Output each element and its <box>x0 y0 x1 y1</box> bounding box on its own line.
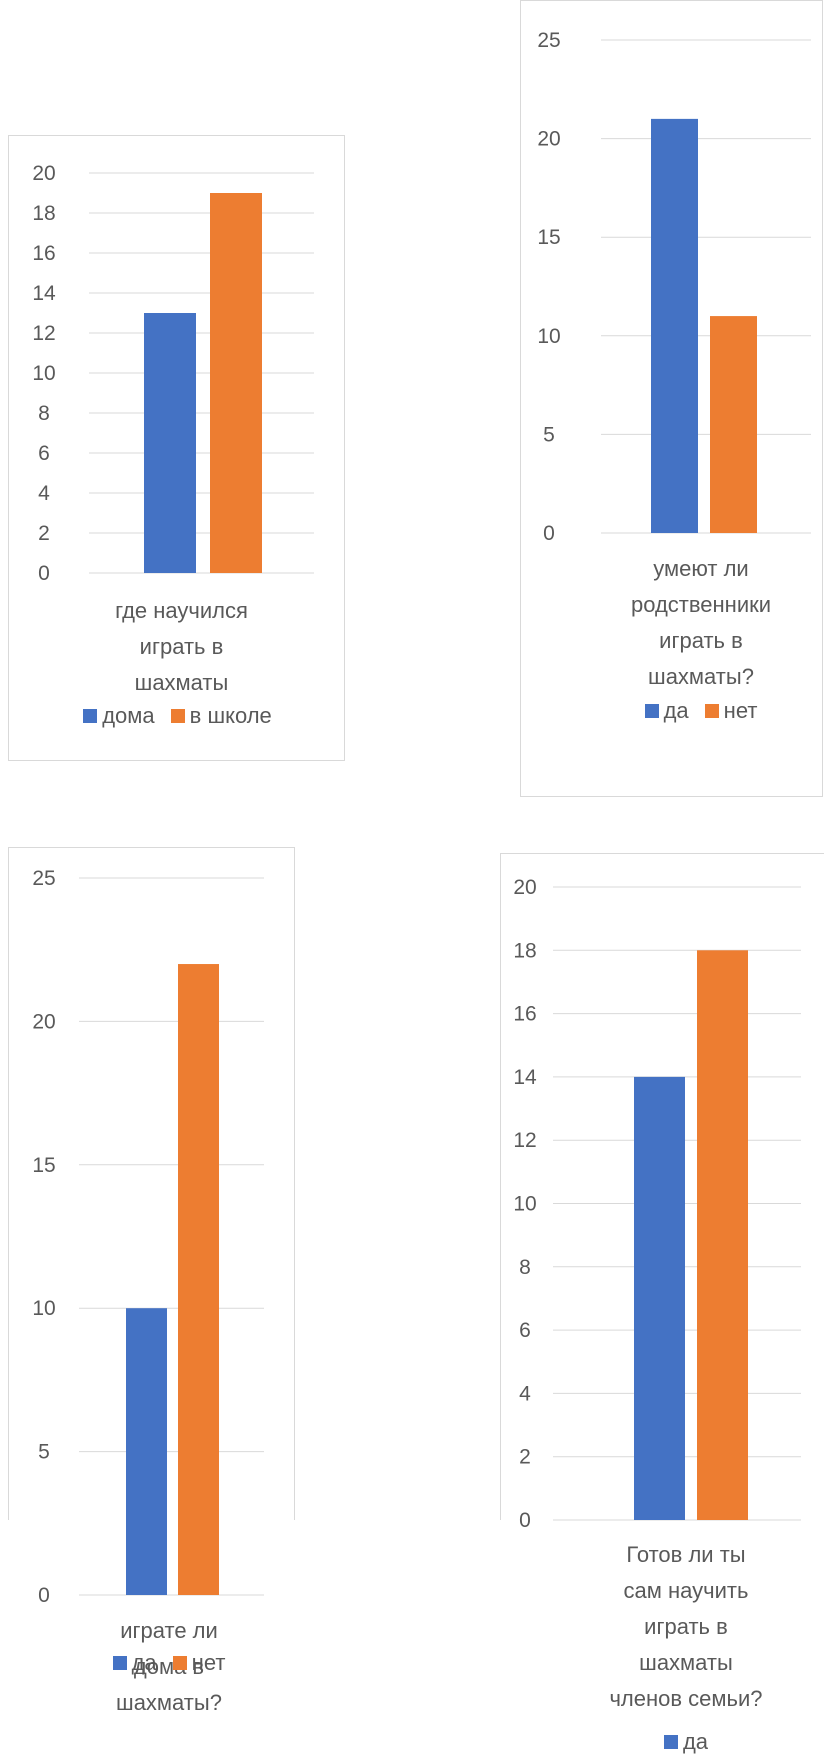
y-tick-label: 10 <box>513 1193 536 1216</box>
legend-item: да <box>664 1729 708 1755</box>
y-tick-label: 15 <box>537 226 560 249</box>
x-axis-label-line: где научился <box>69 593 294 629</box>
legend-label: дома <box>102 703 154 729</box>
y-tick-label: 20 <box>513 876 536 899</box>
bar-series-2 <box>210 193 262 573</box>
chart-learned-where: 0 2 4 6 8 10 12 14 16 18 20 где научился играть в ша… <box>8 135 345 761</box>
y-tick-label: 25 <box>32 867 55 890</box>
legend-item: нет <box>173 1650 226 1676</box>
y-tick-label: 18 <box>513 939 536 962</box>
y-tick-label: 25 <box>537 29 560 52</box>
y-tick-label: 4 <box>519 1382 531 1405</box>
x-axis-label-line: играть в <box>586 1609 786 1645</box>
legend-label: да <box>683 1729 708 1755</box>
y-tick-label: 12 <box>513 1129 536 1152</box>
legend-swatch <box>705 704 719 718</box>
legend-item: нет <box>705 698 758 724</box>
y-tick-label: 10 <box>537 325 560 348</box>
legend-swatch <box>83 709 97 723</box>
y-tick-label: 16 <box>513 1003 536 1026</box>
legend-swatch <box>173 1656 187 1670</box>
x-axis-label: где научился играть в шахматы <box>69 593 294 701</box>
legend-label: да <box>132 1650 157 1676</box>
x-axis-label-line: шахматы <box>586 1645 786 1681</box>
y-tick-label: 15 <box>32 1154 55 1177</box>
x-axis-label-line: шахматы <box>69 665 294 701</box>
legend-item: да <box>645 698 689 724</box>
chart-play-at-home: 0 5 10 15 20 25 играте ли дома в шахматы? да нет <box>8 847 295 1520</box>
y-tick-label: 2 <box>519 1446 531 1469</box>
legend: да нет <box>591 696 811 726</box>
y-tick-label: 4 <box>38 482 50 505</box>
x-axis-label-line: членов семьи? <box>586 1681 786 1717</box>
y-tick-label: 6 <box>519 1319 531 1342</box>
x-axis-label-line: играте ли <box>84 1613 254 1649</box>
y-tick-label: 16 <box>32 242 55 265</box>
x-axis-label-line: шахматы? <box>84 1685 254 1721</box>
legend-label: нет <box>724 698 758 724</box>
bar-series-2 <box>710 316 757 533</box>
chart-ready-to-teach: 0 2 4 6 8 10 12 14 16 18 20 Готов ли ты сам научить… <box>500 853 824 1520</box>
legend-swatch <box>664 1735 678 1749</box>
x-axis-label-line: Готов ли ты <box>586 1537 786 1573</box>
y-tick-label: 0 <box>38 1584 50 1607</box>
x-axis-label: умеют ли родственники играть в шахматы? <box>591 551 811 695</box>
bar-series-1 <box>634 1077 685 1520</box>
legend-label: да <box>664 698 689 724</box>
legend-item: дома <box>83 703 154 729</box>
bar-series-1 <box>144 313 196 573</box>
y-tick-label: 0 <box>519 1509 531 1532</box>
x-axis-label-line: сам научить <box>586 1573 786 1609</box>
y-tick-label: 6 <box>38 442 50 465</box>
bar-series-2 <box>697 950 748 1520</box>
y-tick-label: 12 <box>32 322 55 345</box>
y-tick-label: 10 <box>32 362 55 385</box>
y-tick-label: 5 <box>38 1441 50 1464</box>
x-axis-label-line: играть в <box>69 629 294 665</box>
bar-series-1 <box>126 1308 167 1595</box>
legend-label: нет <box>192 1650 226 1676</box>
y-tick-label: 10 <box>32 1297 55 1320</box>
legend-item: в школе <box>171 703 272 729</box>
bar-series-2 <box>178 964 219 1595</box>
y-tick-label: 0 <box>543 522 555 545</box>
y-tick-label: 5 <box>543 423 555 446</box>
y-tick-label: 20 <box>32 1010 55 1033</box>
x-axis-label: Готов ли ты сам научить играть в шахматы чле… <box>586 1537 786 1717</box>
y-tick-label: 2 <box>38 522 50 545</box>
y-tick-label: 8 <box>519 1256 531 1279</box>
legend: да <box>586 1727 786 1757</box>
legend-label: в школе <box>190 703 272 729</box>
legend-swatch <box>645 704 659 718</box>
legend-swatch <box>113 1656 127 1670</box>
legend-item: да <box>113 1650 157 1676</box>
x-axis-label-line: родственники <box>591 587 811 623</box>
x-axis-label-line: шахматы? <box>591 659 811 695</box>
legend-swatch <box>171 709 185 723</box>
legend: да нет <box>69 1648 269 1678</box>
y-tick-label: 20 <box>537 128 560 151</box>
x-axis-label-line: играть в <box>591 623 811 659</box>
y-tick-label: 14 <box>32 282 56 305</box>
y-tick-label: 8 <box>38 402 50 425</box>
y-tick-label: 20 <box>32 162 55 185</box>
bar-series-1 <box>651 119 698 533</box>
x-axis-label-line: умеют ли <box>591 551 811 587</box>
y-tick-label: 14 <box>513 1066 537 1089</box>
y-tick-label: 18 <box>32 202 55 225</box>
legend: дома в школе <box>9 701 346 731</box>
y-tick-label: 0 <box>38 562 50 585</box>
